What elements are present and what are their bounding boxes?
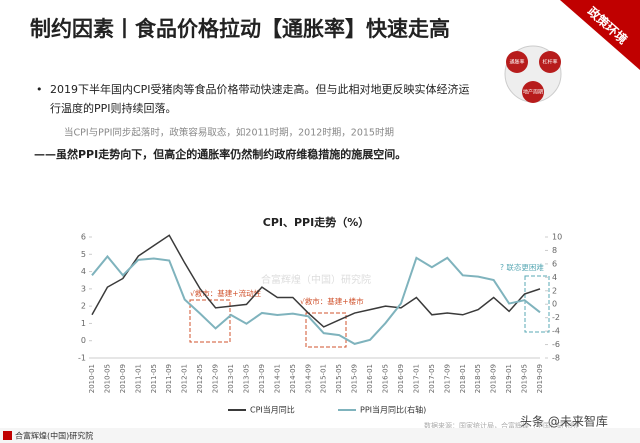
x-tick-label: 2013-01 <box>227 364 235 393</box>
y-tick-label: -1 <box>78 354 86 363</box>
bullet: • 2019下半年国内CPI受猪肉等食品价格带动快速走高。但与此相对地更反映实体经… <box>36 83 470 115</box>
footer-brand: 合富辉煌(中国)研究院 <box>15 431 93 441</box>
x-tick-label: 2011-09 <box>165 364 173 393</box>
watermark: 合富辉煌（中国）研究院 <box>261 273 371 286</box>
x-tick-label: 2015-09 <box>351 364 359 393</box>
x-tick-label: 2010-01 <box>88 364 96 393</box>
footer-logo <box>3 431 12 440</box>
x-tick-label: 2011-01 <box>134 364 142 393</box>
x-tick-label: 2011-05 <box>150 364 158 393</box>
slide-title: 制约因素丨食品价格拉动【通胀率】快速走高 <box>30 17 450 41</box>
bullet-text: 2019下半年国内CPI受猪肉等食品价格带动快速走高。但与此相对地更反映实体经济… <box>50 83 470 115</box>
y2-tick-label: 4 <box>552 273 557 282</box>
x-tick-label: 2014-09 <box>304 364 312 393</box>
diagram-node <box>539 51 561 73</box>
x-tick-label: 2016-01 <box>366 364 374 393</box>
x-tick-label: 2013-09 <box>258 364 266 393</box>
note: 当CPI与PPI同步起落时，政策容易取态，如2011时期，2012时期，2015… <box>64 127 394 139</box>
x-tick-label: 2019-05 <box>521 364 529 393</box>
x-tick-label: 2019-09 <box>536 364 544 393</box>
annotation: √救市：基建+流动性 <box>190 288 262 298</box>
y2-tick-label: -6 <box>552 340 560 349</box>
diagram-label: 杠杆率 <box>542 59 557 66</box>
x-tick-label: 2016-09 <box>397 364 405 393</box>
legend-label: CPI当月同比 <box>250 405 295 415</box>
y-tick-label: 2 <box>81 302 86 311</box>
y-tick-label: 3 <box>81 284 86 293</box>
legend-label: PPI当月同比(右轴) <box>360 405 426 415</box>
credit: 头条 @未来智库 <box>520 414 608 429</box>
y-tick-label: 4 <box>81 267 86 276</box>
chart-title: CPI、PPI走势（%） <box>263 215 369 229</box>
x-tick-label: 2010-09 <box>119 364 127 393</box>
x-tick-label: 2014-05 <box>289 364 297 393</box>
x-tick-label: 2017-05 <box>428 364 436 393</box>
y2-tick-label: 0 <box>552 300 557 309</box>
highlight-box <box>305 312 347 348</box>
y2-tick-label: 2 <box>552 286 557 295</box>
y2-tick-label: -2 <box>552 313 560 322</box>
series-line <box>91 254 541 345</box>
diagram-node <box>506 51 528 73</box>
x-tick-label: 2014-01 <box>273 364 281 393</box>
y2-tick-label: -8 <box>552 354 560 363</box>
x-tick-label: 2012-05 <box>196 364 204 393</box>
x-tick-label: 2015-05 <box>335 364 343 393</box>
y2-tick-label: 8 <box>552 246 557 255</box>
x-tick-label: 2012-01 <box>181 364 189 393</box>
x-tick-label: 2012-09 <box>212 364 220 393</box>
diagram-label: 地产周期 <box>523 89 543 96</box>
x-tick-label: 2018-09 <box>490 364 498 393</box>
diagram-label: 通胀率 <box>509 59 524 66</box>
annotation: ? 联态更困难 <box>500 262 544 272</box>
bullet-box: • 2019下半年国内CPI受猪肉等食品价格带动快速走高。但与此相对地更反映实体经… <box>36 83 470 115</box>
source: 数据来源：国家统计局，合富辉煌（中国）研究院 <box>424 421 578 430</box>
y2-tick-label: 10 <box>552 233 562 242</box>
x-tick-label: 2010-05 <box>103 364 111 393</box>
series-line <box>91 234 541 328</box>
y2-tick-label: -4 <box>552 327 560 336</box>
footer-bar <box>0 428 640 443</box>
x-tick-label: 2017-01 <box>412 364 420 393</box>
conclusion: ——虽然PPI走势向下，但高企的通胀率仍然制约政府维稳措施的施展空间。 <box>34 147 406 161</box>
annotation: √救市：基建+楼市 <box>300 296 364 306</box>
x-tick-label: 2013-05 <box>242 364 250 393</box>
y-tick-label: 0 <box>81 336 86 345</box>
y-tick-label: 6 <box>81 233 86 242</box>
x-tick-label: 2018-01 <box>459 364 467 393</box>
x-tick-label: 2018-05 <box>474 364 482 393</box>
x-tick-label: 2016-05 <box>382 364 390 393</box>
x-tick-label: 2019-01 <box>505 364 513 393</box>
x-tick-label: 2015-01 <box>320 364 328 393</box>
x-tick-label: 2017-09 <box>443 364 451 393</box>
diagram-node <box>522 81 544 103</box>
highlight-box <box>524 275 550 333</box>
banner-bg <box>560 0 640 70</box>
y-tick-label: 1 <box>81 319 86 328</box>
y2-tick-label: 6 <box>552 259 557 268</box>
y-tick-label: 5 <box>81 250 86 259</box>
